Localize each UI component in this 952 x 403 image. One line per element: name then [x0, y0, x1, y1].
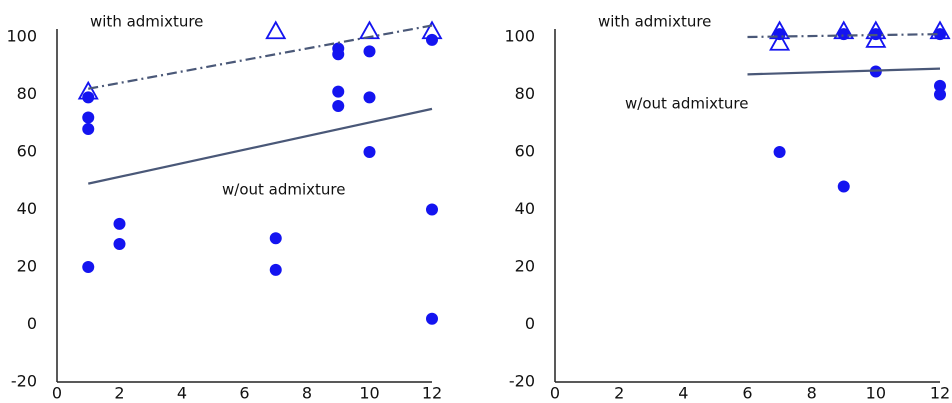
triangle-point: [77, 80, 99, 100]
line-label: with admixture: [90, 13, 203, 31]
trend-line: [747, 67, 941, 76]
x-tick-label: 10: [866, 384, 886, 403]
triangle-point: [265, 20, 287, 40]
point: [363, 146, 376, 158]
y-tick-label: 100: [504, 27, 535, 46]
triangle-point: [865, 20, 887, 40]
point: [426, 312, 438, 325]
point: [426, 33, 438, 46]
triangle-point: [769, 31, 791, 51]
y-tick-label: 80: [515, 84, 535, 103]
y-tick-label: 100: [6, 27, 37, 46]
x-tick-label: 8: [807, 384, 817, 403]
y-tick-label: 20: [17, 257, 37, 276]
point: [269, 263, 282, 276]
y-tick-label: 0: [525, 314, 535, 333]
x-tick-label: 2: [614, 384, 624, 403]
line-label: with admixture: [598, 13, 711, 31]
y-tick-label: 40: [515, 199, 535, 218]
point: [773, 146, 786, 158]
x-tick-label: 0: [52, 384, 62, 403]
y-tick-label: 20: [515, 257, 535, 276]
trend-line: [88, 24, 433, 90]
x-tick-label: 6: [742, 384, 752, 403]
point: [934, 88, 946, 101]
line-label: w/out admixture: [625, 95, 748, 113]
line-label: w/out admixture: [222, 181, 345, 199]
point: [269, 232, 282, 245]
point: [837, 28, 850, 41]
point: [363, 45, 376, 58]
triangle-point: [865, 29, 887, 48]
y-tick-label: 0: [27, 314, 37, 333]
x-tick-label: 2: [114, 384, 124, 403]
triangle-point: [929, 20, 951, 40]
point: [426, 203, 438, 216]
point: [363, 91, 376, 104]
y-tick-label: -20: [509, 372, 535, 391]
y-tick-label: 80: [17, 84, 37, 103]
x-tick-label: 4: [177, 384, 187, 403]
x-tick-label: 12: [930, 384, 950, 403]
triangle-point: [358, 20, 381, 40]
point: [934, 28, 946, 41]
point: [113, 217, 126, 230]
point: [934, 79, 946, 92]
trend-line: [747, 33, 941, 39]
point: [82, 261, 95, 273]
x-tick-label: 6: [239, 384, 249, 403]
point: [837, 180, 850, 193]
point: [82, 91, 95, 104]
x-tick-label: 10: [359, 384, 379, 403]
point: [82, 123, 95, 135]
point: [82, 111, 95, 124]
point: [332, 85, 345, 98]
triangle-point: [421, 20, 443, 40]
x-tick-label: 12: [422, 384, 442, 403]
point: [332, 48, 345, 61]
triangle-point: [769, 20, 791, 40]
x-tick-label: 8: [302, 384, 312, 403]
point: [332, 100, 345, 112]
trend-line: [88, 107, 433, 185]
triangle-point: [833, 20, 855, 40]
y-tick-label: 60: [515, 142, 535, 161]
point: [113, 238, 126, 250]
x-tick-label: 4: [678, 384, 688, 403]
y-tick-label: 40: [17, 199, 37, 218]
y-tick-label: -20: [11, 372, 37, 391]
y-tick-label: 60: [17, 142, 37, 161]
x-tick-label: 0: [550, 384, 560, 403]
